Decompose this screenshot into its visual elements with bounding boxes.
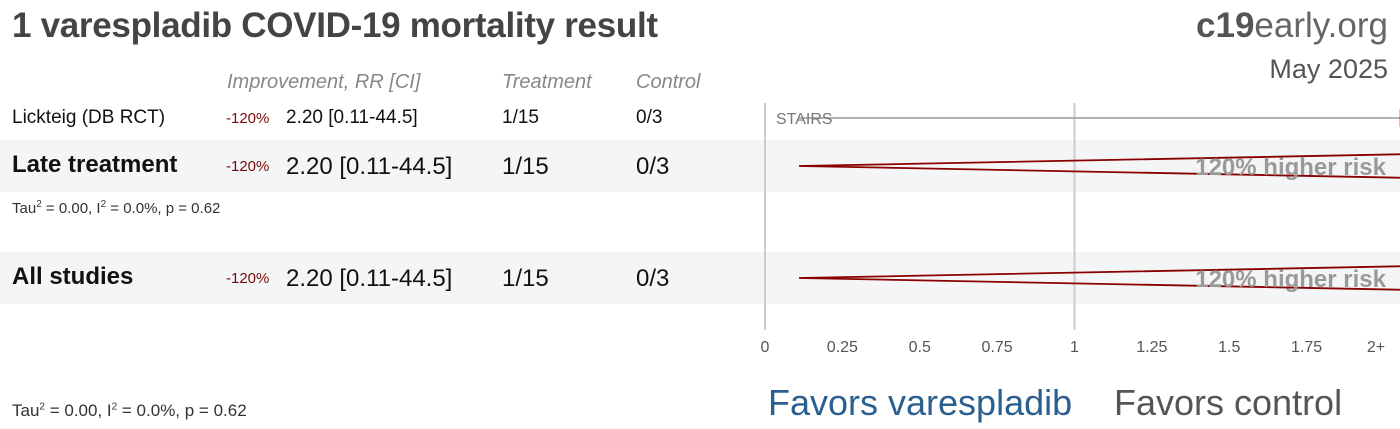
x-tick-label: 2+ xyxy=(1367,339,1385,356)
study-control: 0/3 xyxy=(636,107,663,128)
all-studies-rr: 2.20 [0.11-44.5] xyxy=(286,265,453,292)
x-tick-label: 0.75 xyxy=(982,339,1013,356)
study-treatment: 1/15 xyxy=(502,107,539,128)
late-treatment-label: Late treatment xyxy=(12,151,178,178)
header-treatment: Treatment xyxy=(502,71,592,93)
x-tick-label: 0.5 xyxy=(909,339,931,356)
tau-label: Tau xyxy=(12,200,37,217)
late-treatment-pct: -120% xyxy=(226,158,270,175)
risk-label: 120% higher risk xyxy=(1195,154,1386,181)
tau-value: = 0.00 xyxy=(41,200,89,217)
all-studies-treatment: 1/15 xyxy=(502,265,549,292)
late-treatment-control: 0/3 xyxy=(636,153,670,180)
footer-tau-value: = 0.00 xyxy=(44,401,98,420)
brand-suffix: early.org xyxy=(1254,6,1388,45)
header-improvement: Improvement, RR [CI] xyxy=(227,71,421,93)
late-treatment-rr: 2.20 [0.11-44.5] xyxy=(286,153,453,180)
study-rr: 2.20 [0.11-44.5] xyxy=(286,107,418,128)
x-tick-label: 0 xyxy=(761,339,770,356)
favors-control-label: Favors control xyxy=(1114,382,1343,423)
het-rest: = 0.0%, p = 0.62 xyxy=(106,200,221,217)
late-treatment-band xyxy=(0,140,1400,192)
all-studies-band xyxy=(0,252,1400,304)
footer-heterogeneity: Tau2 = 0.00, I2 = 0.0%, p = 0.62 xyxy=(12,401,247,420)
i-label: , I xyxy=(88,200,101,217)
favors-treatment-label: Favors varespladib xyxy=(768,382,1073,423)
late-treatment-heterogeneity: Tau2 = 0.00, I2 = 0.0%, p = 0.62 xyxy=(12,199,221,217)
pooled-diamond xyxy=(799,265,1400,291)
all-studies-pct: -120% xyxy=(226,270,270,287)
footer-het-rest: = 0.0%, p = 0.62 xyxy=(117,401,247,420)
pooled-diamond xyxy=(799,153,1400,179)
all-studies-label: All studies xyxy=(12,263,134,290)
brand-prefix: c19 xyxy=(1196,6,1255,45)
brand-logo: c19early.org xyxy=(1196,6,1388,46)
x-tick-label: 1.75 xyxy=(1291,339,1322,356)
footer-tau-label: Tau xyxy=(12,401,40,420)
study-pct: -120% xyxy=(226,110,270,127)
page-title: 1 varespladib COVID-19 mortality result xyxy=(12,6,658,45)
late-treatment-treatment: 1/15 xyxy=(502,153,549,180)
header-control: Control xyxy=(636,71,701,93)
study-tag: STAIRS xyxy=(776,111,833,128)
all-studies-control: 0/3 xyxy=(636,265,670,292)
x-tick-label: 1.25 xyxy=(1136,339,1167,356)
x-tick-label: 0.25 xyxy=(827,339,858,356)
x-tick-label: 1.5 xyxy=(1218,339,1240,356)
study-label: Lickteig (DB RCT) xyxy=(12,107,166,128)
report-date: May 2025 xyxy=(1269,54,1388,84)
footer-i-label: , I xyxy=(97,401,112,420)
risk-label: 120% higher risk xyxy=(1195,266,1386,293)
x-tick-label: 1 xyxy=(1070,339,1079,356)
